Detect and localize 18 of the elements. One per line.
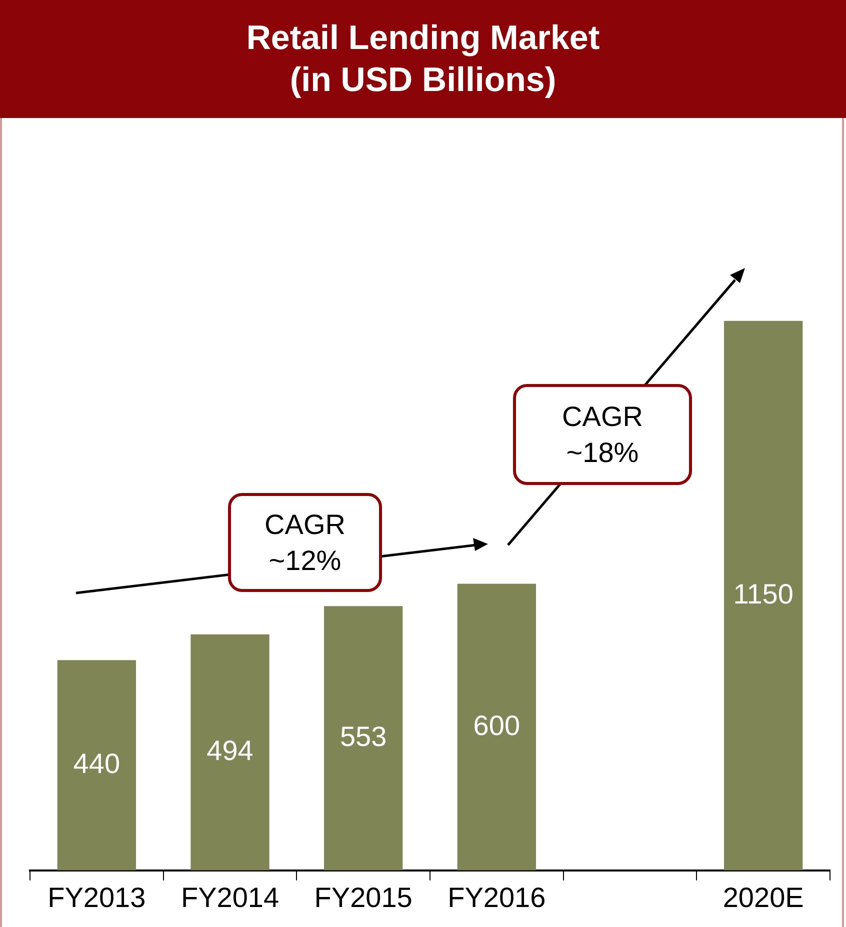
data-label: 440 xyxy=(73,748,120,779)
x-tick-label: FY2015 xyxy=(314,882,412,913)
chart-title: Retail Lending Market (in USD Billions) xyxy=(0,0,846,118)
data-label: 1150 xyxy=(733,578,794,610)
bar xyxy=(724,320,803,870)
bar xyxy=(190,634,270,870)
x-tick-label: FY2014 xyxy=(180,882,280,913)
x-tick-label: FY2016 xyxy=(448,882,546,913)
bar xyxy=(457,584,536,870)
data-label: 553 xyxy=(340,721,387,752)
data-label: 494 xyxy=(206,735,254,766)
bar xyxy=(57,660,136,870)
bar xyxy=(324,606,403,870)
annotation: CAGR ~12% xyxy=(264,508,346,578)
x-tick-label: FY2013 xyxy=(48,882,146,913)
x-tick-label: 2020E xyxy=(722,882,804,913)
data-label: 600 xyxy=(473,710,520,741)
annotation: CAGR ~18% xyxy=(562,400,643,470)
